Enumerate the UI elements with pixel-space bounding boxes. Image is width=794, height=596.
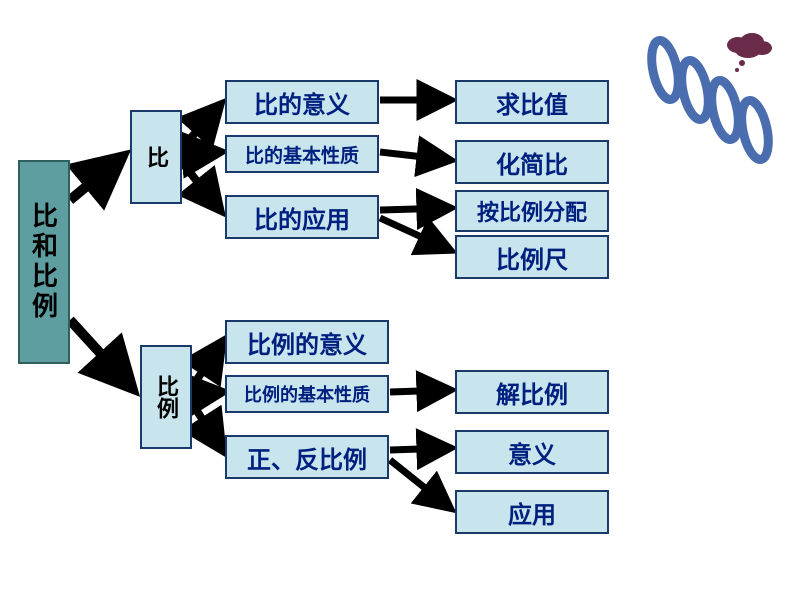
arrow — [190, 342, 222, 390]
decorative-ring-icon — [677, 58, 713, 122]
level2-node-bi: 比 — [130, 110, 182, 204]
arrow — [180, 152, 220, 155]
arrow — [380, 218, 450, 250]
thought-cloud-icon — [720, 30, 780, 80]
node-n6: 按比例分配 — [455, 190, 609, 232]
node-n1: 比的意义 — [225, 80, 379, 124]
node-n3: 比的应用 — [225, 195, 379, 239]
decorative-ring-icon — [647, 38, 683, 102]
arrow-layer — [0, 0, 794, 596]
node-n9: 比例的基本性质 — [225, 375, 389, 413]
decorative-ring-icon — [707, 78, 743, 142]
arrow — [70, 157, 122, 200]
node-n2: 比的基本性质 — [225, 135, 379, 173]
node-n5: 化简比 — [455, 140, 609, 184]
arrow — [390, 390, 450, 392]
node-n11: 解比例 — [455, 370, 609, 414]
arrow — [180, 105, 220, 150]
arrow — [70, 320, 132, 388]
node-n4: 求比值 — [455, 80, 609, 124]
node-n8: 比例的意义 — [225, 320, 389, 364]
arrow — [180, 160, 220, 210]
node-n7: 比例尺 — [455, 235, 609, 279]
node-n10: 正、反比例 — [225, 435, 389, 479]
arrow — [190, 392, 222, 395]
node-n12: 意义 — [455, 430, 609, 474]
arrow — [380, 208, 450, 210]
decorative-ring-icon — [737, 98, 773, 162]
arrow — [390, 448, 450, 450]
arrow — [380, 152, 450, 160]
level2-node-bili: 比例 — [140, 345, 192, 449]
node-n13: 应用 — [455, 490, 609, 534]
arrow — [390, 460, 450, 508]
root-node: 比和比例 — [18, 160, 70, 364]
arrow — [190, 400, 222, 450]
